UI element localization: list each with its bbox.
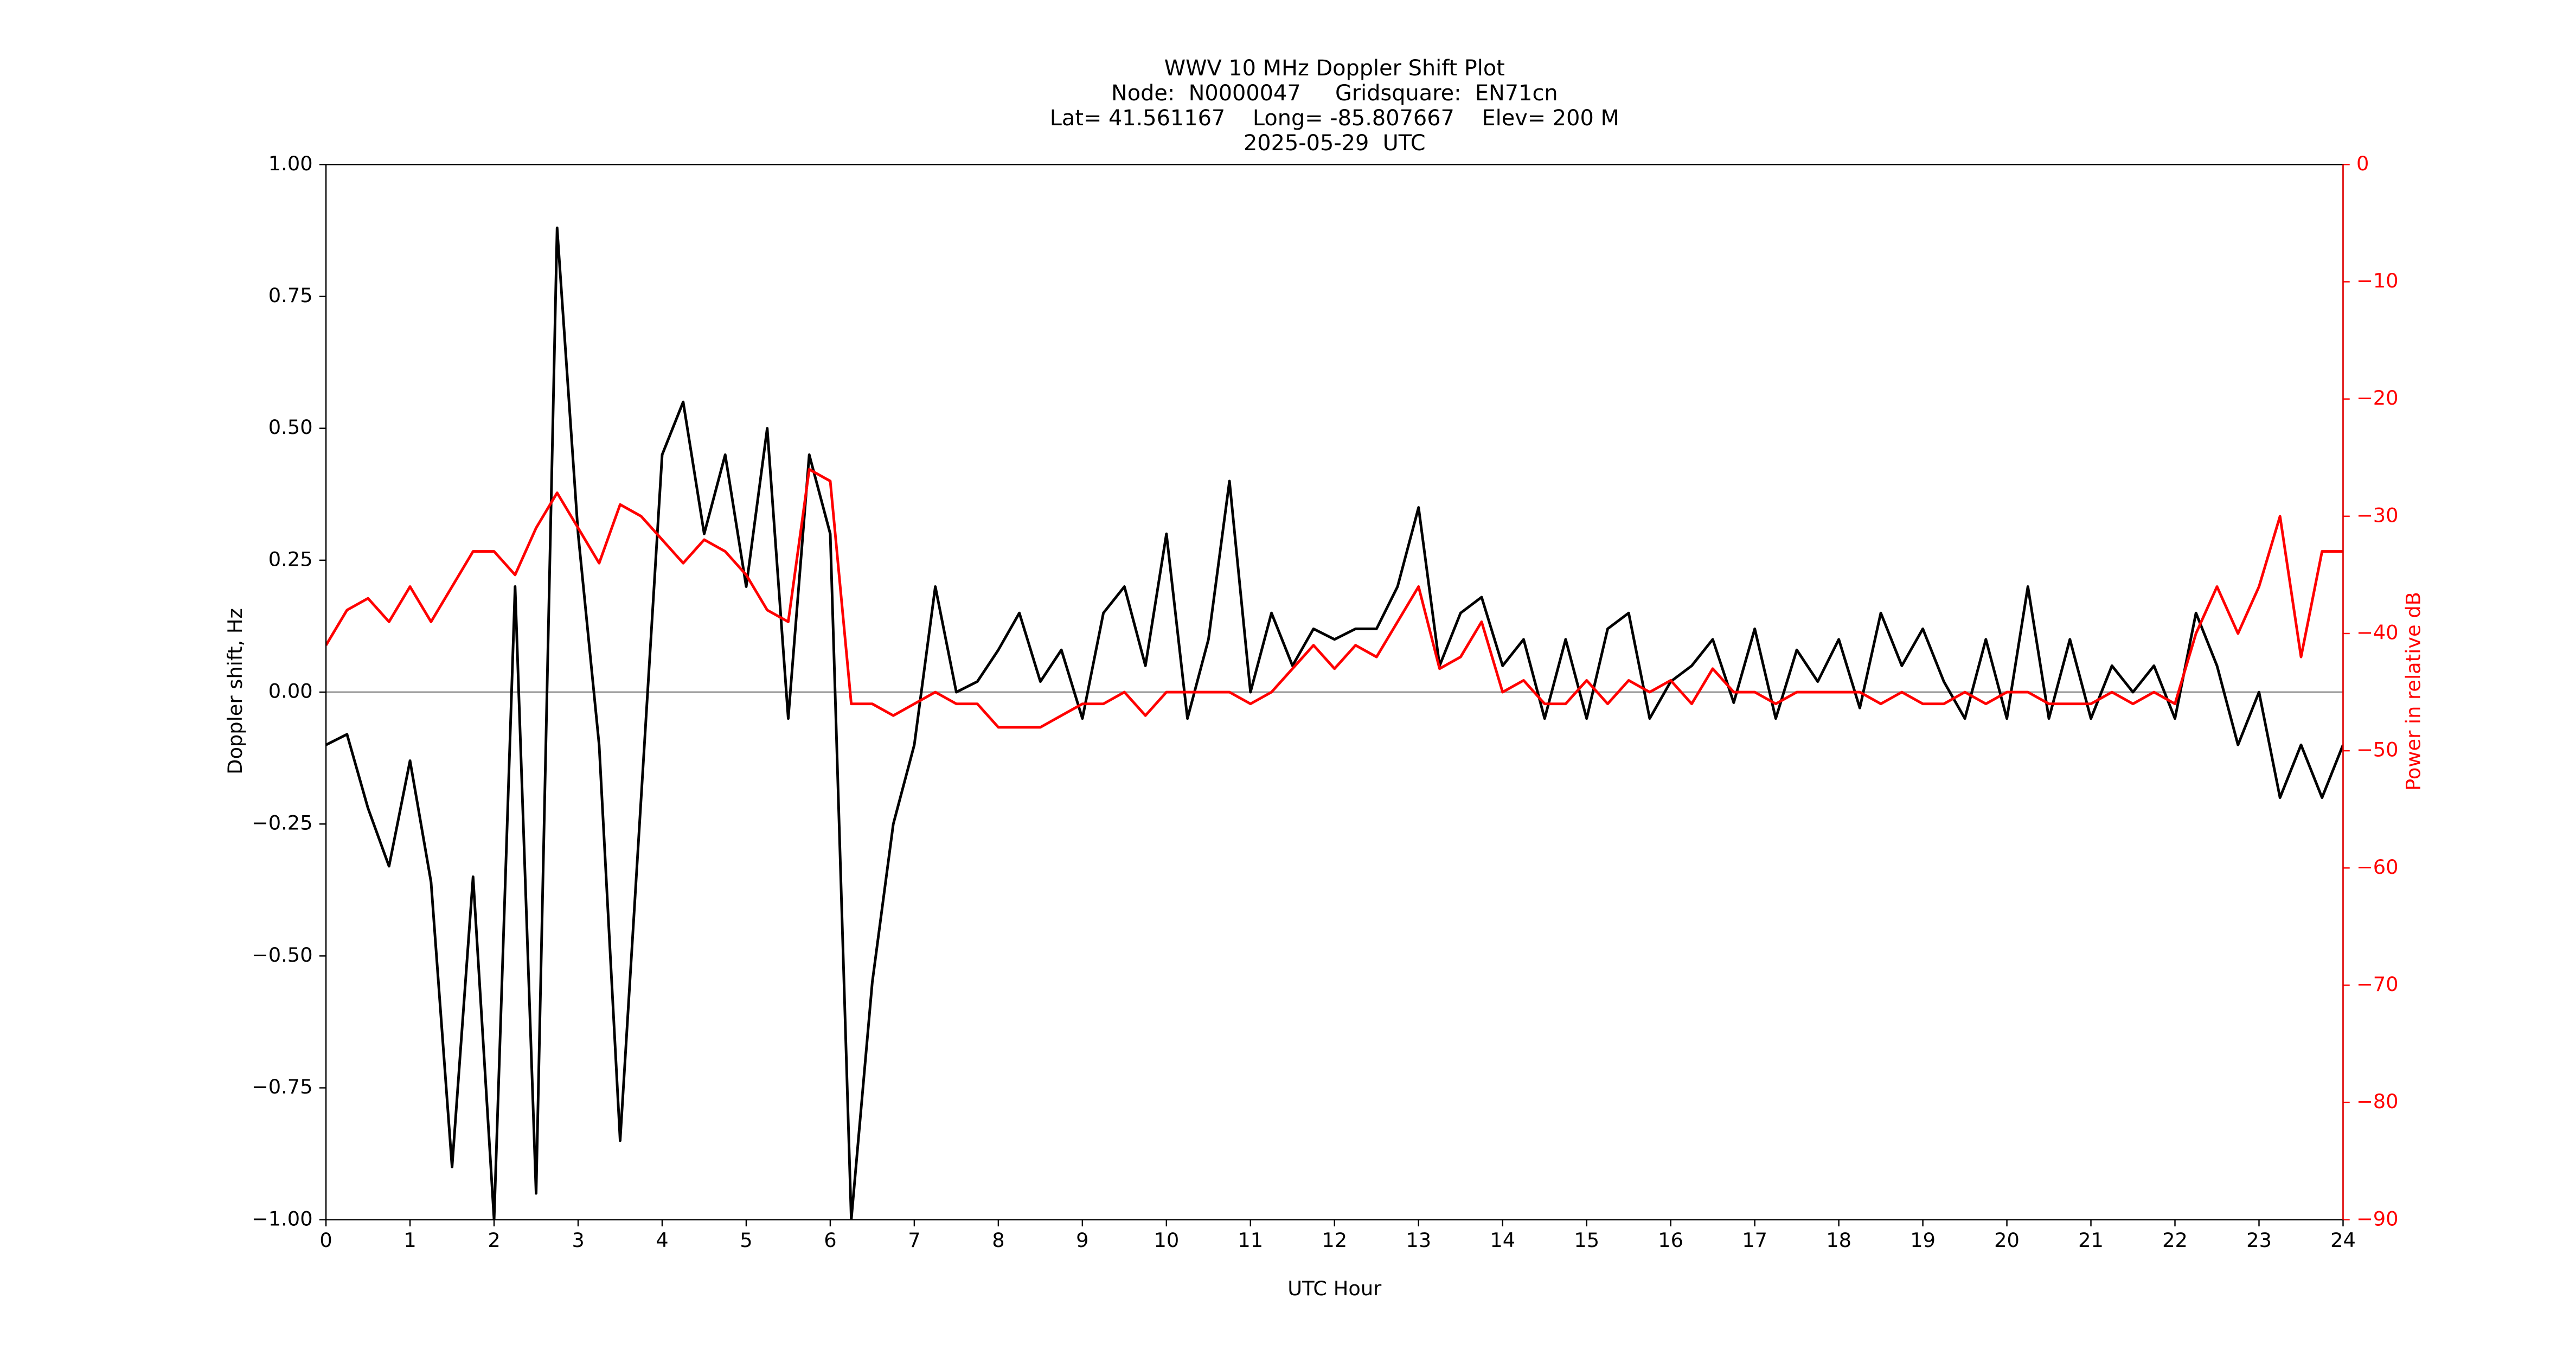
y2-tick-label: −80: [2356, 1090, 2399, 1113]
y-tick-label: −1.00: [252, 1207, 313, 1230]
x-tick-label: 16: [1658, 1229, 1683, 1252]
x-tick-label: 20: [1994, 1229, 2020, 1252]
x-tick-label: 21: [2078, 1229, 2104, 1252]
x-tick-label: 4: [656, 1229, 668, 1252]
y-tick-label: −0.75: [252, 1075, 313, 1098]
y2-axis-label: Power in relative dB: [2402, 592, 2425, 791]
x-tick-label: 7: [908, 1229, 920, 1252]
x-tick-label: 23: [2246, 1229, 2272, 1252]
y-tick-label: −0.50: [252, 943, 313, 967]
chart-title: 2025-05-29 UTC: [1244, 131, 1426, 156]
y-tick-label: 0.75: [268, 284, 313, 307]
y2-tick-label: −20: [2356, 386, 2399, 410]
x-tick-label: 18: [1826, 1229, 1851, 1252]
series-line: [326, 226, 2343, 1220]
x-tick-label: 14: [1490, 1229, 1515, 1252]
x-tick-label: 24: [2330, 1229, 2356, 1252]
y-tick-label: −0.25: [252, 811, 313, 835]
x-axis-label: UTC Hour: [1287, 1277, 1382, 1300]
y-tick-label: 0.50: [268, 415, 313, 439]
x-tick-label: 15: [1574, 1229, 1599, 1252]
y-axis-label: Doppler shift, Hz: [223, 608, 247, 775]
y2-tick-label: 0: [2356, 152, 2369, 175]
y-tick-label: 0.00: [268, 680, 313, 703]
x-tick-label: 8: [992, 1229, 1004, 1252]
x-tick-label: 13: [1406, 1229, 1431, 1252]
y2-tick-label: −50: [2356, 738, 2399, 762]
x-tick-label: 0: [319, 1229, 332, 1252]
x-tick-label: 1: [403, 1229, 416, 1252]
y-tick-label: 1.00: [268, 152, 313, 175]
x-tick-label: 9: [1076, 1229, 1088, 1252]
x-tick-label: 10: [1154, 1229, 1179, 1252]
chart-title: Node: N0000047 Gridsquare: EN71cn: [1111, 81, 1558, 106]
x-tick-label: 6: [824, 1229, 836, 1252]
x-tick-label: 3: [572, 1229, 584, 1252]
x-tick-label: 22: [2162, 1229, 2188, 1252]
series-line: [326, 468, 2343, 729]
chart-title: Lat= 41.561167 Long= -85.807667 Elev= 20…: [1050, 106, 1619, 131]
y-tick-label: 0.25: [268, 547, 313, 571]
x-tick-label: 17: [1742, 1229, 1767, 1252]
y2-tick-label: −90: [2356, 1207, 2399, 1230]
x-tick-label: 11: [1238, 1229, 1263, 1252]
x-tick-label: 2: [488, 1229, 500, 1252]
y2-tick-label: −70: [2356, 973, 2399, 996]
y2-tick-label: −30: [2356, 503, 2399, 527]
y2-tick-label: −60: [2356, 855, 2399, 879]
y2-tick-label: −10: [2356, 269, 2399, 292]
x-tick-label: 12: [1322, 1229, 1347, 1252]
x-tick-label: 5: [740, 1229, 752, 1252]
x-tick-label: 19: [1910, 1229, 1936, 1252]
chart-title: WWV 10 MHz Doppler Shift Plot: [1164, 56, 1505, 81]
y2-tick-label: −40: [2356, 621, 2399, 644]
